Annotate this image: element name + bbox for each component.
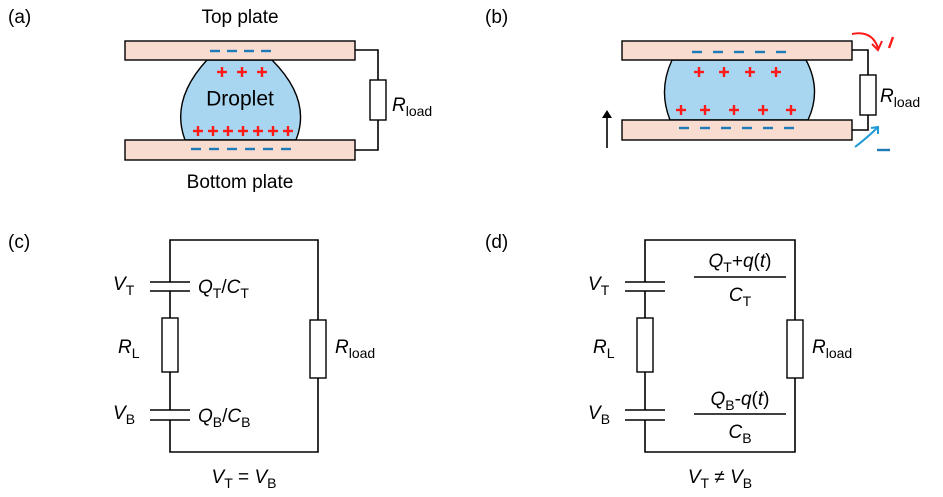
top-plate — [622, 41, 852, 60]
load-label: Rload — [335, 337, 375, 361]
top-plate-label: Top plate — [201, 7, 278, 28]
v-top: VT — [113, 274, 135, 298]
polarity-mark — [889, 37, 893, 48]
text-run: load — [894, 94, 920, 110]
text-run: R — [593, 337, 607, 358]
text-run: ) — [763, 389, 769, 410]
text-run: C — [227, 406, 241, 427]
top-denominator: CT — [729, 285, 752, 309]
relation: VT ≠ VB — [688, 467, 752, 491]
panel-b: (b) Rload — [485, 7, 920, 150]
text-run: R — [880, 86, 894, 107]
resistor — [162, 318, 178, 372]
panel-label: (c) — [8, 232, 30, 253]
text-run: Q — [711, 389, 726, 410]
text-run: B — [213, 414, 222, 430]
load-label: Rload — [392, 95, 432, 119]
text-run: q — [741, 389, 752, 410]
text-run: C — [728, 422, 742, 443]
v-bottom: VB — [113, 403, 135, 427]
top-numerator: QT+q(t) — [709, 251, 772, 275]
figure: (a) Top plate Droplet Bottom plate Rload… — [0, 0, 943, 497]
text-run: B — [725, 397, 734, 413]
text-run: L — [132, 345, 140, 361]
motion-arrow-head — [602, 110, 612, 118]
v-top: VT — [588, 274, 610, 298]
panel-c: (c) VT QT/CT RL Rload VB QB/CB VT = VB — [8, 232, 375, 491]
bottom-denominator: CB — [728, 422, 751, 446]
text-run: load — [826, 345, 852, 361]
text-run: R — [335, 337, 349, 358]
top-charge: QT/CT — [198, 277, 249, 301]
text-run: R — [812, 337, 826, 358]
load-label: Rload — [812, 337, 852, 361]
bottom-plate-label: Bottom plate — [187, 172, 294, 193]
panel-label: (a) — [8, 7, 31, 28]
text-run: T — [743, 293, 752, 309]
panel-d: (d) VT QT+q(t) CT RL Rload VB QB-q(t) CB… — [485, 232, 852, 491]
panel-label: (d) — [485, 232, 508, 253]
r-l: RL — [118, 337, 140, 361]
text-run: L — [607, 345, 615, 361]
top-plate — [125, 41, 355, 60]
text-run: B — [742, 430, 751, 446]
text-run: q — [743, 251, 754, 272]
text-run: Q — [198, 406, 213, 427]
bottom-plate — [125, 140, 355, 160]
text-run: B — [743, 475, 752, 491]
current-arrow — [855, 128, 877, 147]
load-label: Rload — [880, 86, 920, 110]
r-l: RL — [593, 337, 615, 361]
resistor — [370, 80, 386, 120]
text-run: B — [267, 475, 276, 491]
load-resistor — [310, 320, 326, 378]
panel-a: (a) Top plate Droplet Bottom plate Rload — [8, 7, 432, 193]
text-run: B — [601, 411, 610, 427]
text-run: ) — [765, 251, 771, 272]
text-run: ≠ — [709, 467, 730, 488]
resistor — [860, 75, 876, 115]
relation: VT = VB — [212, 467, 277, 491]
text-run: Q — [198, 277, 213, 298]
text-run: B — [126, 411, 135, 427]
text-run: C — [227, 277, 241, 298]
text-run: + — [732, 251, 743, 272]
text-run: B — [241, 414, 250, 430]
text-run: T — [240, 285, 249, 301]
text-run: R — [118, 337, 132, 358]
text-run: load — [406, 103, 432, 119]
droplet-label: Droplet — [206, 88, 274, 111]
bottom-numerator: QB-q(t) — [711, 389, 770, 413]
text-run: Q — [709, 251, 724, 272]
v-bottom: VB — [588, 403, 610, 427]
text-run: T — [126, 282, 135, 298]
panel-label: (b) — [485, 7, 508, 28]
resistor — [637, 318, 653, 372]
bottom-plate — [622, 120, 852, 140]
bottom-charge: QB/CB — [198, 406, 250, 430]
text-run: load — [349, 345, 375, 361]
load-resistor — [787, 320, 803, 378]
text-run: = — [233, 467, 255, 488]
text-run: R — [392, 95, 406, 116]
text-run: T — [601, 282, 610, 298]
text-run: C — [729, 285, 743, 306]
